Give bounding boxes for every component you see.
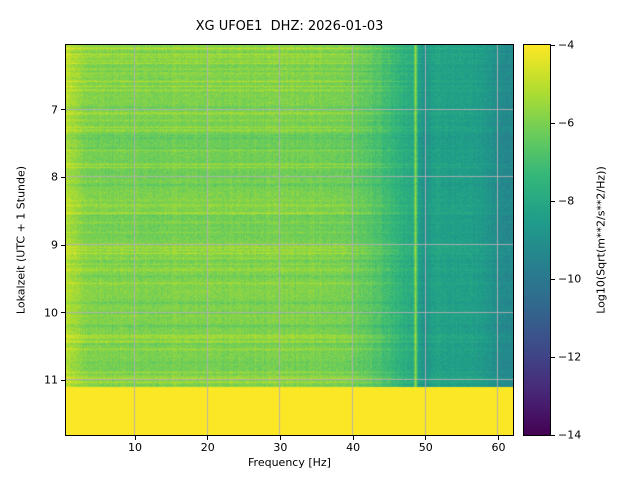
colorbar-tick-mark (551, 44, 555, 46)
colorbar-tick-label: −6 (558, 116, 575, 130)
colorbar-tick-label: −4 (558, 38, 575, 52)
x-axis-label: Frequency [Hz] (248, 456, 331, 469)
colorbar-tick-label: −8 (558, 194, 575, 208)
colorbar-label: Log10(Sqrt(m**2/s**2/Hz)) (594, 166, 608, 314)
x-tick-label: 40 (346, 441, 361, 454)
x-tick-mark (207, 436, 209, 440)
colorbar-tick-label: −14 (558, 428, 582, 442)
x-tick-label: 20 (200, 441, 215, 454)
colorbar-gradient (524, 45, 550, 435)
x-tick-label: 10 (128, 441, 143, 454)
x-tick-mark (425, 436, 427, 440)
spectrogram-canvas (66, 45, 513, 435)
x-tick-label: 50 (418, 441, 433, 454)
x-tick-label: 30 (273, 441, 288, 454)
colorbar-tick-mark (551, 122, 555, 124)
x-tick-mark (134, 436, 136, 440)
y-tick-label: 8 (51, 170, 58, 184)
y-tick-mark (61, 109, 65, 111)
colorbar-tick-label: −10 (558, 272, 582, 286)
x-tick-label: 60 (491, 441, 506, 454)
colorbar-tick-label: −12 (558, 350, 582, 364)
plot-title: XG UFOE1 DHZ: 2026-01-03 (195, 19, 384, 34)
y-tick-label: 7 (51, 103, 58, 117)
colorbar-tick-mark (551, 356, 555, 358)
y-tick-label: 10 (44, 306, 58, 320)
y-tick-label: 9 (51, 238, 58, 252)
y-tick-label: 11 (44, 373, 58, 387)
y-tick-mark (61, 312, 65, 314)
y-axis-label: Lokalzeit (UTC + 1 Stunde) (14, 165, 28, 315)
y-tick-mark (61, 244, 65, 246)
x-tick-mark (279, 436, 281, 440)
y-tick-mark (61, 379, 65, 381)
colorbar-tick-mark (551, 200, 555, 202)
colorbar-tick-mark (551, 434, 555, 436)
y-tick-mark (61, 176, 65, 178)
x-tick-mark (352, 436, 354, 440)
x-tick-mark (497, 436, 499, 440)
colorbar-tick-mark (551, 278, 555, 280)
